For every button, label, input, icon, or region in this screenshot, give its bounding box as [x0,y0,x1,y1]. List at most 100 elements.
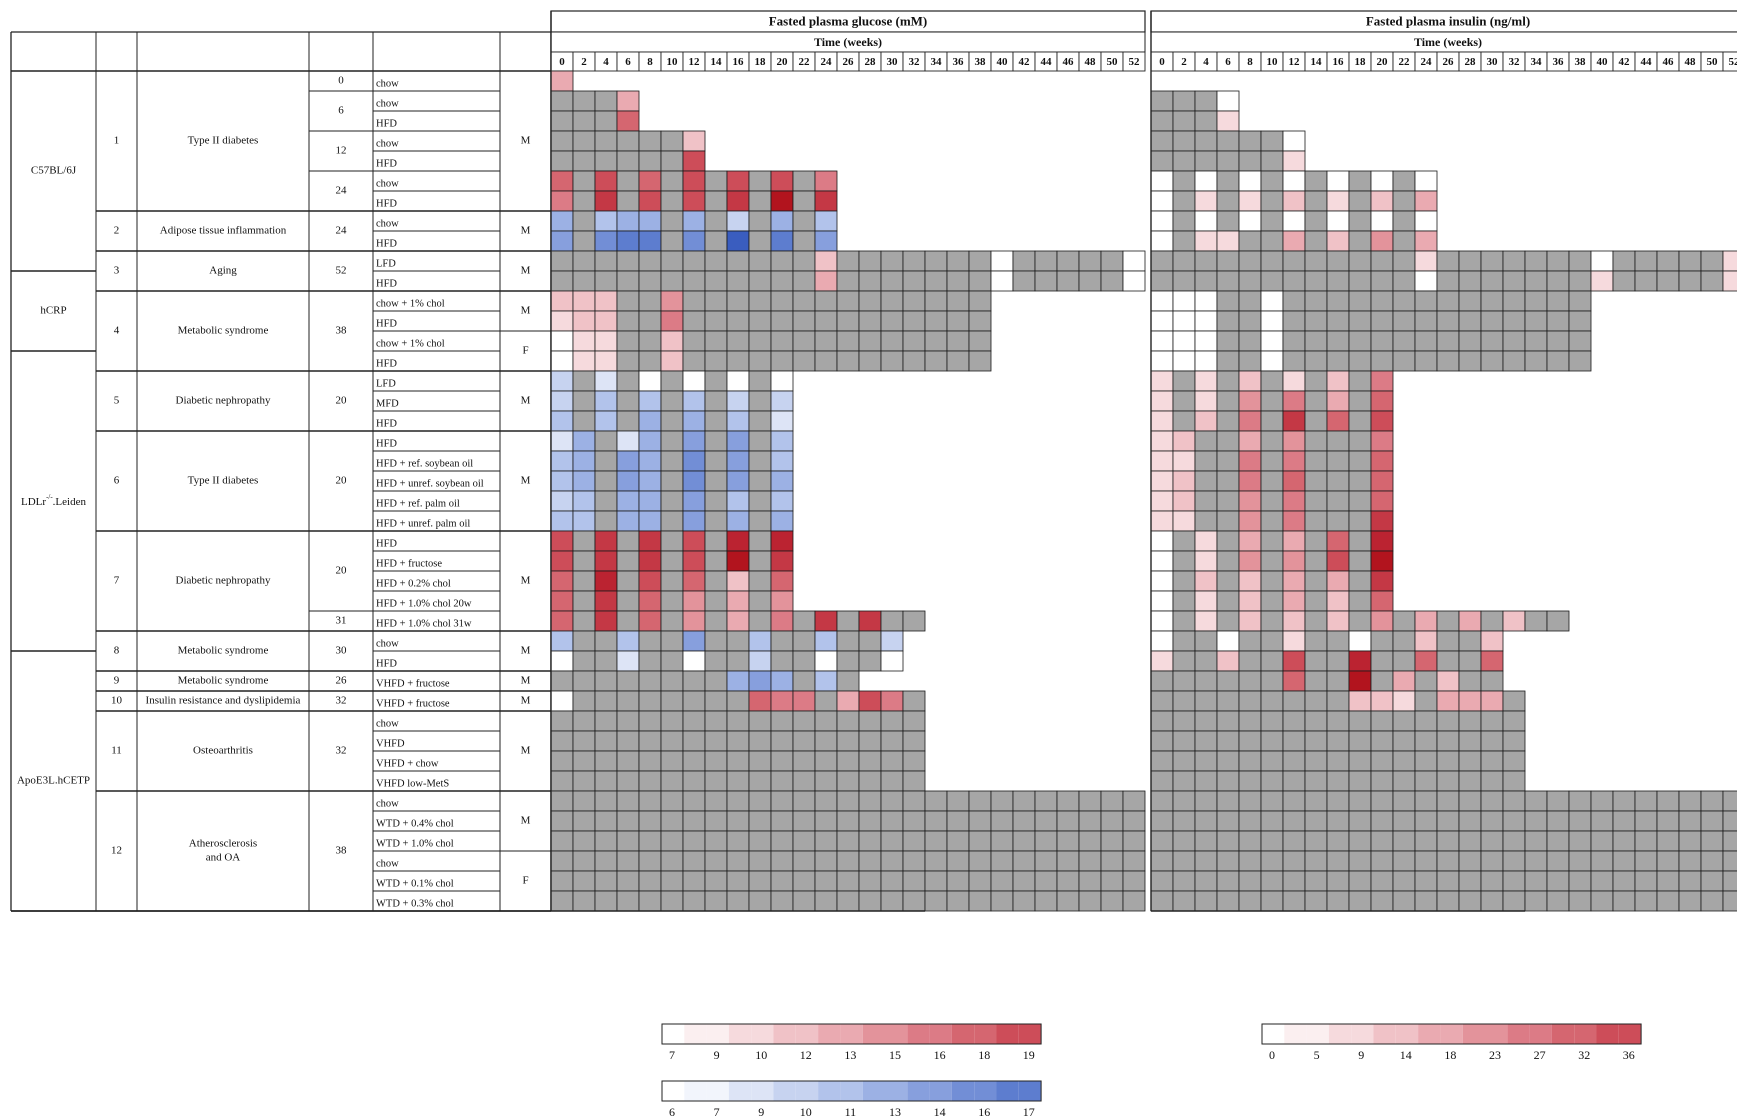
time-tick-label: 38 [1575,56,1587,68]
heatmap-cell [1326,870,1350,892]
heatmap-cell [550,270,574,292]
heatmap-cell [1078,250,1102,272]
heatmap-cell [704,530,728,552]
heatmap-cell [1458,770,1482,792]
heatmap-cell [1436,830,1460,852]
legend-swatch [1551,1024,1575,1044]
heatmap-cell [704,170,728,192]
time-tick-label: 8 [1247,56,1253,68]
heatmap-cell [572,470,596,492]
heatmap-cell [638,550,662,572]
original-design-label: Osteoarthritis [193,745,253,757]
heatmap-cell [1078,870,1102,892]
heatmap-cell [946,350,970,372]
heatmap-cell [770,230,794,252]
heatmap-cell [792,290,816,312]
heatmap-cell [836,690,860,712]
heatmap-cell [968,790,992,812]
heatmap-cell [770,590,794,612]
heatmap-cell [1414,690,1438,712]
heatmap-cell [770,470,794,492]
legend-tick-label: 18 [1444,1048,1456,1062]
heatmap-cell [572,690,596,712]
heatmap-cell [1260,770,1284,792]
heatmap-cell [1370,870,1394,892]
heatmap-cell [638,470,662,492]
weeks-on-diet-value: 24 [336,225,348,237]
heatmap-cell [682,350,706,372]
diet-group-label: chow [376,638,399,649]
heatmap-cell [1216,190,1240,212]
heatmap-cell [704,450,728,472]
heatmap-cell [902,810,926,832]
heatmap-cell [748,430,772,452]
heatmap-cell [1480,750,1504,772]
heatmap-cell [1304,610,1328,632]
heatmap-cell [550,110,574,132]
heatmap-cell [814,790,838,812]
original-design-label: Metabolic syndrome [178,675,269,687]
heatmap-cell [1546,270,1570,292]
heatmap-cell [1348,650,1372,672]
heatmap-cell [792,210,816,232]
heatmap-cell [682,290,706,312]
heatmap-cell [594,90,618,112]
time-tick-label: 46 [1063,56,1075,68]
heatmap-cell [1326,670,1350,692]
diet-group-label: HFD [376,118,397,129]
heatmap-cell [1150,250,1174,272]
legend-tick-label: 13 [889,1105,901,1118]
heatmap-cell [1502,850,1526,872]
legend-swatch [885,1024,908,1044]
heatmap-cell [1304,430,1328,452]
heatmap-cell [1282,710,1306,732]
heatmap-cell [924,270,948,292]
heatmap-cell [638,330,662,352]
diet-group-label: MFD [376,398,399,409]
heatmap-cell [1012,270,1036,292]
heatmap-cell [682,790,706,812]
heatmap-cell [682,190,706,212]
heatmap-cell [1122,270,1146,292]
heatmap-cell [660,570,684,592]
heatmap-cell [572,570,596,592]
heatmap-cell [880,890,904,912]
study-number: 3 [114,265,120,277]
heatmap-cell [1012,790,1036,812]
heatmap-cell [1172,110,1196,132]
heatmap-cell [1216,250,1240,272]
heatmap-cell [550,630,574,652]
heatmap-cell [660,890,684,912]
heatmap-cell [1656,810,1680,832]
heatmap-cell [1282,730,1306,752]
heatmap-cell [1172,710,1196,732]
heatmap-cell [924,310,948,332]
diet-group-label: HFD [376,158,397,169]
heatmap-cell [1260,230,1284,252]
heatmap-cell [902,710,926,732]
heatmap-cell [572,270,596,292]
heatmap-cell [1150,570,1174,592]
heatmap-cell [792,730,816,752]
heatmap-cell [1414,290,1438,312]
legend-swatch [1462,1024,1485,1044]
legend-tick-label: 17 [1023,1105,1035,1118]
weeks-on-diet-value: 6 [338,105,344,117]
heatmap-cell [704,730,728,752]
heatmap-cell [1458,270,1482,292]
heatmap-cell [1260,590,1284,612]
heatmap-cell [1348,710,1372,732]
heatmap-cell [572,150,596,172]
heatmap-cell [1370,710,1394,732]
diet-group-label: HFD + unref. palm oil [376,518,470,529]
heatmap-cell [814,630,838,652]
heatmap-cell [1414,830,1438,852]
heatmap-cell [990,870,1014,892]
heatmap-cell [1348,290,1372,312]
heatmap-cell [1326,530,1350,552]
heatmap-cell [1348,370,1372,392]
heatmap-cell [836,810,860,832]
heatmap-cell [1326,450,1350,472]
heatmap-cell [1414,170,1438,192]
heatmap-cell [1392,170,1416,192]
